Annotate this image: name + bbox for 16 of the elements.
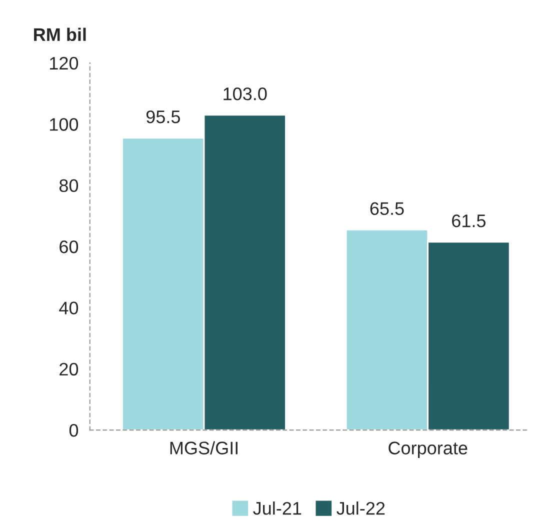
y-axis-title: RM bil — [34, 28, 86, 42]
data-label: 65.5 — [370, 202, 404, 216]
y-tick-label: 40 — [59, 302, 78, 314]
legend-label: Jul-22 — [336, 501, 385, 515]
y-tick-label: 100 — [50, 118, 78, 131]
y-tick-label: 80 — [59, 179, 78, 192]
y-tick-label: 0 — [69, 424, 78, 437]
x-tick-label: Corporate — [388, 442, 468, 458]
data-label: 103.0 — [224, 87, 267, 100]
legend-label: Jul-21 — [253, 501, 302, 515]
data-label: 61.5 — [452, 214, 486, 228]
y-tick-label: 60 — [60, 240, 78, 254]
data-label: 95.5 — [146, 110, 180, 124]
y-tick-label: 20 — [60, 362, 78, 376]
y-tick-label: 120 — [50, 56, 78, 70]
x-tick-label: MGS/GII — [170, 441, 238, 454]
